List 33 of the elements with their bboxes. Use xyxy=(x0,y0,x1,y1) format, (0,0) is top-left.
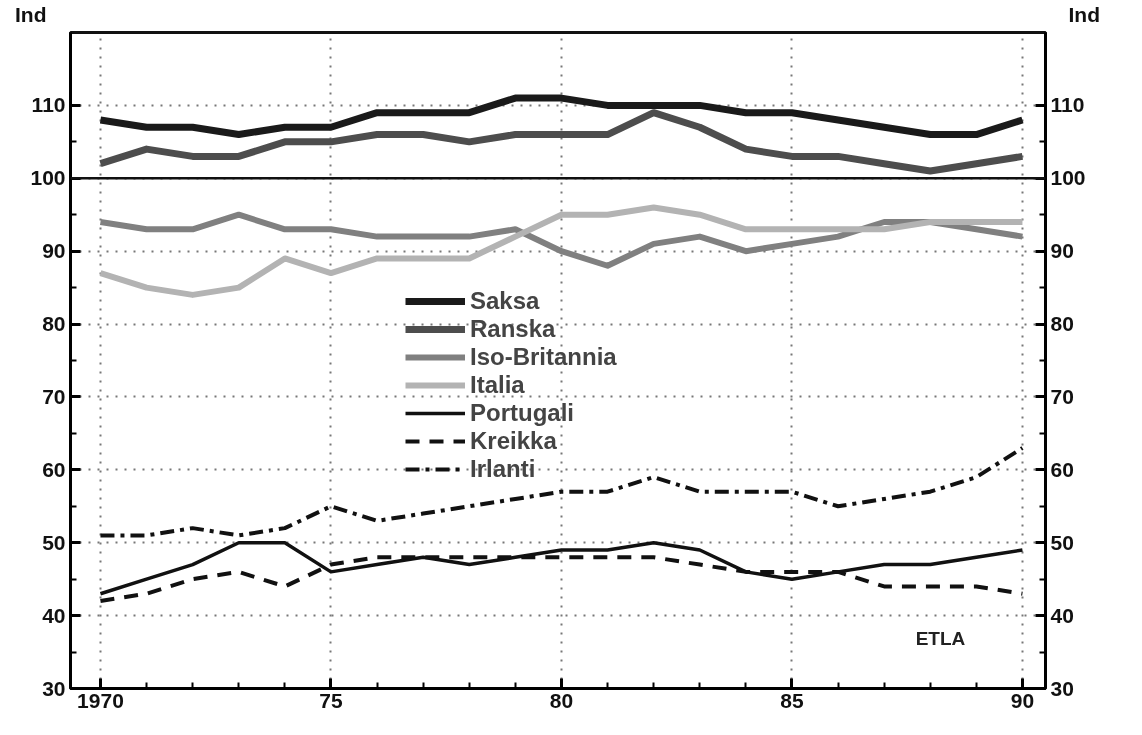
x-tick-label: 85 xyxy=(780,688,804,712)
y-tick-label: 80 xyxy=(42,312,66,336)
y2-axis-title: Ind xyxy=(1068,2,1100,28)
y2-tick-label: 70 xyxy=(1050,384,1074,408)
legend-label: Kreikka xyxy=(470,427,557,455)
y-tick-label: 70 xyxy=(42,384,66,408)
y2-tick-label: 90 xyxy=(1050,239,1074,263)
x-tick-label: 90 xyxy=(1010,688,1035,712)
legend-label: Portugali xyxy=(470,399,575,427)
y2-tick-label: 80 xyxy=(1050,312,1074,336)
legend-label: Ranska xyxy=(470,315,556,343)
legend-label: Italia xyxy=(470,371,525,399)
x-tick-label: 1970 xyxy=(77,688,124,712)
y-tick-label: 110 xyxy=(31,93,66,117)
y-axis-title: Ind xyxy=(15,2,47,28)
legend-label: Iso-Britannia xyxy=(470,343,617,371)
y2-tick-label: 30 xyxy=(1050,676,1074,700)
y2-tick-label: 110 xyxy=(1050,93,1085,117)
y-tick-label: 100 xyxy=(30,166,66,190)
x-tick-label: 80 xyxy=(549,688,574,712)
y2-tick-label: 50 xyxy=(1050,530,1074,554)
y-tick-label: 60 xyxy=(42,457,66,481)
y-tick-label: 30 xyxy=(42,676,66,700)
x-tick-label: 75 xyxy=(319,688,343,712)
y-tick-label: 90 xyxy=(42,239,66,263)
y-tick-label: 50 xyxy=(42,530,66,554)
legend-label: Irlanti xyxy=(470,455,536,483)
y2-tick-label: 60 xyxy=(1050,457,1074,481)
y2-tick-label: 40 xyxy=(1050,603,1074,627)
annotation: ETLA xyxy=(915,627,966,649)
legend-label: Saksa xyxy=(470,287,540,315)
y-tick-label: 40 xyxy=(42,603,66,627)
y2-tick-label: 100 xyxy=(1050,166,1086,190)
